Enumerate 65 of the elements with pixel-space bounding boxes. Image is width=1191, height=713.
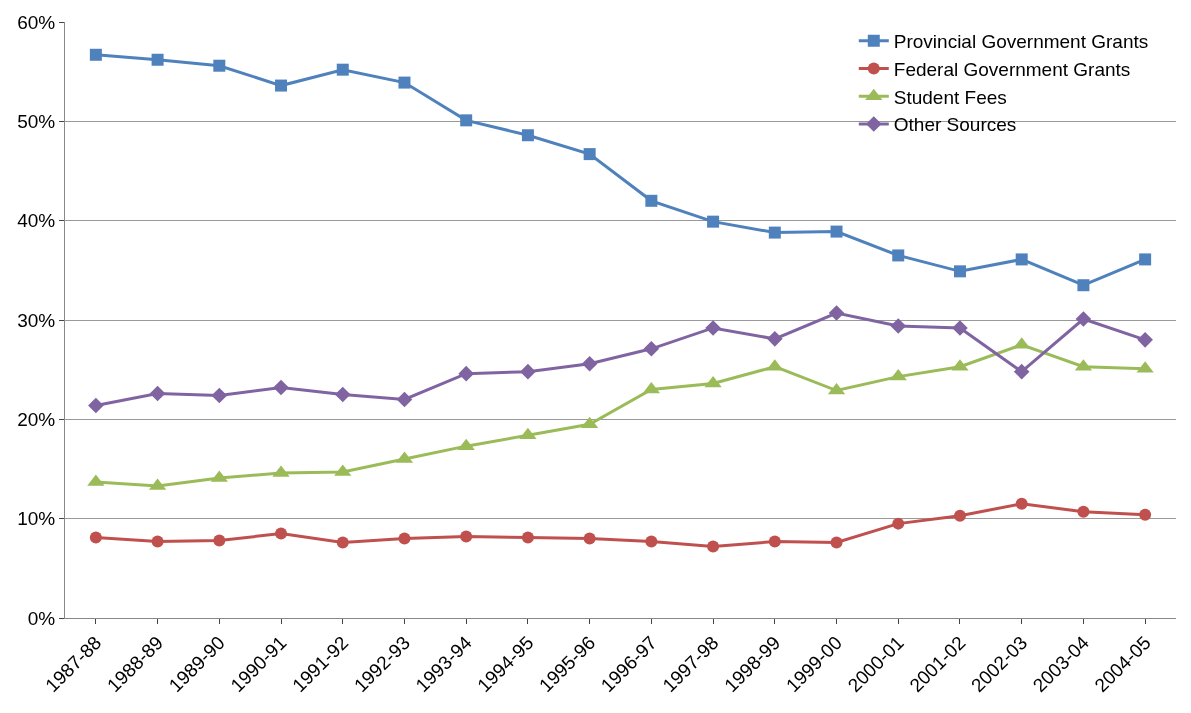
point (1015, 253, 1028, 266)
point (396, 391, 413, 408)
point (521, 531, 534, 544)
y-tick-label: 40% (17, 210, 56, 232)
point (334, 386, 351, 403)
point (643, 341, 660, 357)
point (768, 535, 781, 548)
point (890, 318, 907, 334)
point (645, 194, 658, 207)
point (1077, 505, 1090, 518)
legend-label: Federal Government Grants (893, 58, 1131, 80)
point (88, 397, 104, 414)
point (151, 535, 164, 548)
point (275, 79, 288, 92)
y-tick-label: 20% (17, 408, 56, 430)
point (767, 331, 783, 347)
point (151, 53, 164, 66)
legend-label: Provincial Government Grants (893, 31, 1149, 53)
point (1013, 363, 1030, 380)
point (830, 225, 843, 238)
point (1015, 497, 1028, 510)
point (1139, 508, 1152, 521)
point (707, 215, 720, 228)
point (275, 527, 288, 540)
point (892, 249, 905, 262)
point (520, 363, 536, 380)
point (581, 355, 598, 372)
point (953, 509, 966, 522)
point (645, 535, 658, 548)
point (828, 305, 845, 321)
point (953, 265, 966, 278)
point (705, 320, 721, 336)
legend-label: Student Fees (893, 86, 1007, 108)
point (583, 532, 596, 545)
point (1139, 253, 1152, 266)
point (583, 148, 596, 161)
point (460, 114, 473, 127)
y-tick-label: 0% (27, 607, 56, 629)
point (768, 226, 781, 239)
point (213, 59, 226, 72)
point (336, 63, 349, 76)
legend-label: Other Sources (893, 114, 1017, 136)
point (1137, 332, 1153, 348)
y-tick-label: 10% (17, 508, 56, 530)
point (89, 48, 102, 61)
point (460, 530, 473, 543)
point (89, 531, 102, 544)
point (458, 365, 474, 382)
point (707, 540, 720, 553)
point (336, 536, 349, 549)
point (892, 517, 905, 530)
point (952, 320, 968, 336)
point (1075, 311, 1092, 327)
y-tick-label: 60% (17, 11, 56, 33)
point (521, 129, 534, 142)
y-tick-label: 30% (17, 309, 56, 331)
point (213, 534, 226, 547)
point (830, 536, 843, 549)
point (149, 385, 166, 402)
point (1077, 279, 1090, 292)
point (398, 76, 411, 89)
point (398, 532, 411, 545)
point (211, 387, 228, 404)
y-tick-label: 50% (17, 110, 56, 132)
point (273, 379, 289, 396)
